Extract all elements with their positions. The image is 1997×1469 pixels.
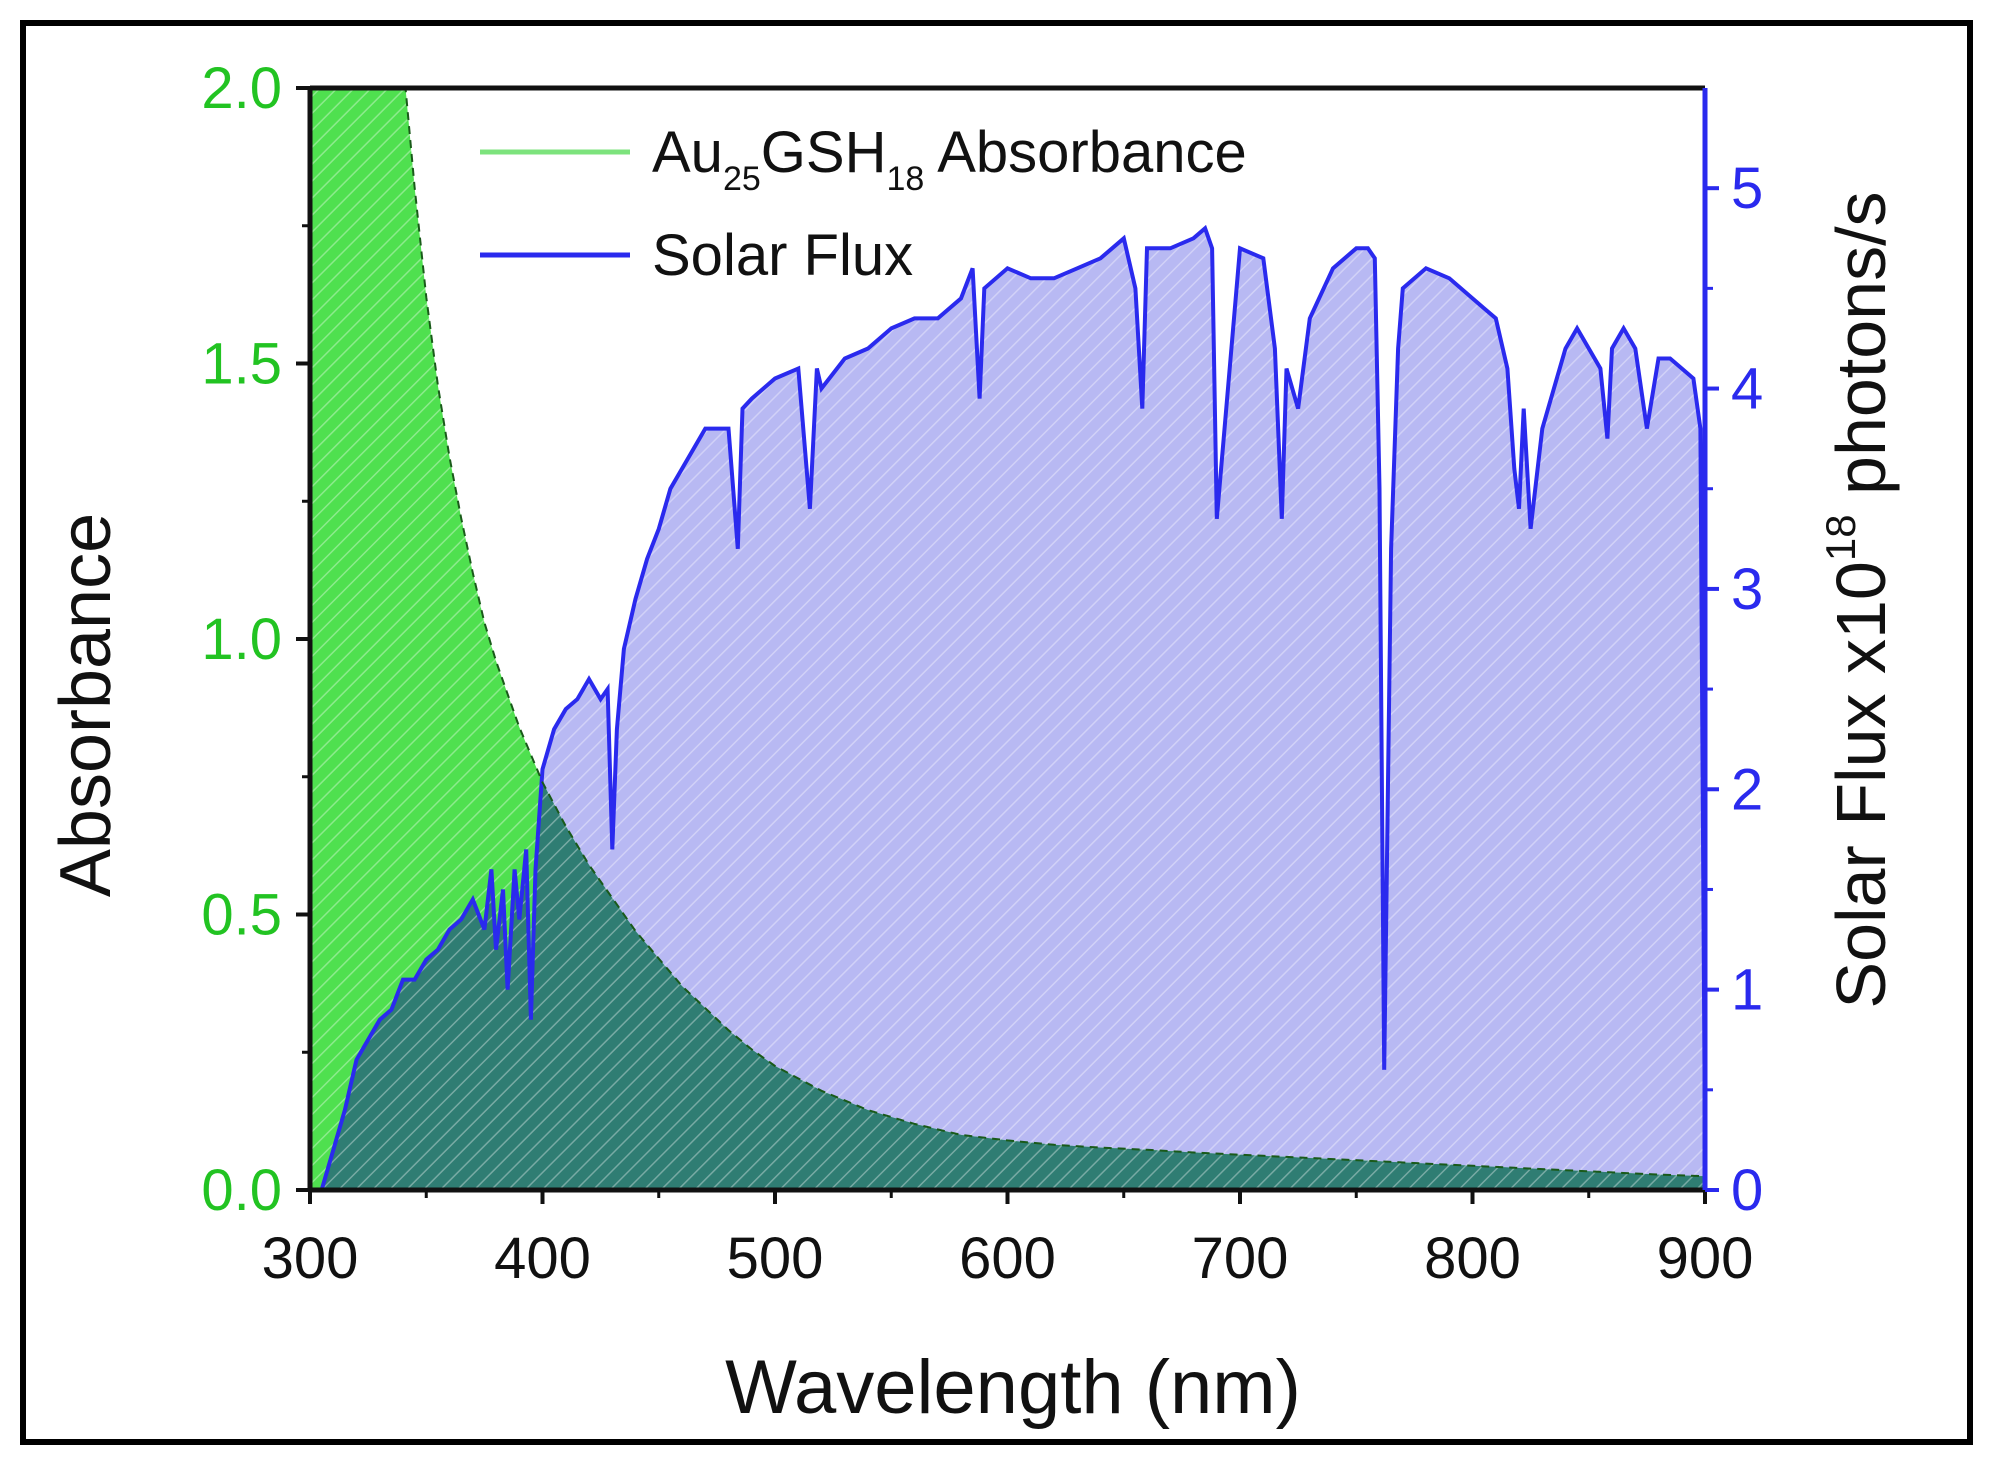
y-left-tick-label: 1.5 (201, 332, 282, 397)
plot-area (310, 88, 1705, 1190)
solar-flux-line (319, 224, 1705, 1190)
legend: Au25GSH18 Absorbance Solar Flux (480, 120, 1247, 288)
absorbance-line (404, 88, 1705, 1178)
y-left-tick-label: 1.0 (201, 607, 282, 672)
y-right-label-tail: photons/s (1822, 191, 1900, 514)
x-tick-label: 500 (727, 1226, 824, 1291)
x-tick-label: 900 (1657, 1226, 1754, 1291)
hatch-pattern (310, 88, 1705, 1190)
x-tick-label: 700 (1192, 1226, 1289, 1291)
y-right-tick-label: 0 (1731, 1158, 1763, 1223)
y-right-tick-label: 1 (1731, 958, 1763, 1023)
x-tick-label: 400 (494, 1226, 591, 1291)
x-tick-label: 800 (1424, 1226, 1521, 1291)
x-tick-label: 300 (262, 1226, 359, 1291)
ticks: 300 400 500 600 700 800 900 0.0 0.5 1.0 1.5 2.0 0 1 2 3… (201, 56, 1763, 1291)
y-left-tick-label: 0.5 (201, 883, 282, 948)
y-left-tick-label: 0.0 (201, 1158, 282, 1223)
y-right-tick-label: 2 (1731, 757, 1763, 822)
y-right-tick-label: 3 (1731, 557, 1763, 622)
x-axis-label: Wavelength (nm) (725, 1345, 1301, 1430)
legend-label-absorbance: Au25GSH18 Absorbance (652, 120, 1247, 198)
y-left-axis-label: Absorbance (46, 513, 126, 897)
y-left-tick-label: 2.0 (201, 56, 282, 121)
y-right-axis-label: Solar Flux x1018 photons/s (1817, 191, 1900, 1008)
y-right-tick-label: 5 (1731, 156, 1763, 221)
y-right-tick-label: 4 (1731, 357, 1763, 422)
x-tick-label: 600 (959, 1226, 1056, 1291)
y-right-label-exponent: 18 (1817, 514, 1864, 561)
legend-label-solar-flux: Solar Flux (652, 223, 913, 288)
y-right-label-main: Solar Flux x10 (1822, 561, 1900, 1008)
